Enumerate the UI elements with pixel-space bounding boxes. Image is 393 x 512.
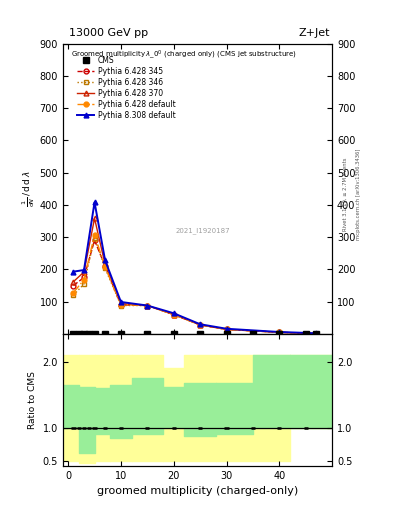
Pythia 8.308 default <box>314 330 319 336</box>
Y-axis label: $\frac{1}{\mathrm{d}N}\,/\,\mathrm{d}\,\mathrm{d}\,\lambda$: $\frac{1}{\mathrm{d}N}\,/\,\mathrm{d}\,\… <box>20 170 37 207</box>
Pythia 6.428 default <box>119 302 123 308</box>
Pythia 6.428 345 <box>82 274 86 281</box>
Pythia 6.428 346 <box>82 281 86 287</box>
Pythia 8.308 default <box>71 269 76 275</box>
Pythia 6.428 345 <box>224 326 229 332</box>
Pythia 6.428 default <box>277 329 282 335</box>
Line: Pythia 6.428 default: Pythia 6.428 default <box>71 232 319 336</box>
CMS <box>92 331 97 337</box>
Pythia 6.428 370 <box>119 301 123 307</box>
Pythia 6.428 370 <box>82 269 86 275</box>
Legend: CMS, Pythia 6.428 345, Pythia 6.428 346, Pythia 6.428 370, Pythia 6.428 default,: CMS, Pythia 6.428 345, Pythia 6.428 346,… <box>77 56 176 120</box>
Pythia 6.428 345 <box>171 311 176 317</box>
Pythia 6.428 default <box>224 326 229 332</box>
Pythia 8.308 default <box>224 326 229 332</box>
Pythia 6.428 370 <box>145 303 150 309</box>
CMS <box>119 331 123 337</box>
Pythia 6.428 346 <box>92 234 97 241</box>
Text: mcplots.cern.ch [arXiv:1306.3436]: mcplots.cern.ch [arXiv:1306.3436] <box>356 149 361 240</box>
Text: Rivet 3.1.10, ≥ 2.7M events: Rivet 3.1.10, ≥ 2.7M events <box>343 158 347 231</box>
Pythia 6.428 370 <box>171 311 176 317</box>
Pythia 6.428 default <box>145 303 150 309</box>
Pythia 6.428 370 <box>224 326 229 332</box>
Pythia 6.428 default <box>198 322 202 328</box>
CMS <box>314 331 319 337</box>
Pythia 6.428 default <box>171 311 176 317</box>
CMS <box>145 331 150 337</box>
Pythia 6.428 default <box>92 231 97 238</box>
Pythia 6.428 345 <box>71 283 76 289</box>
Y-axis label: Ratio to CMS: Ratio to CMS <box>28 371 37 429</box>
Pythia 6.428 370 <box>198 322 202 328</box>
Pythia 6.428 370 <box>277 329 282 335</box>
Pythia 6.428 370 <box>92 216 97 222</box>
Text: Groomed multiplicity$\,\lambda\_0^0$ (charged only) (CMS jet substructure): Groomed multiplicity$\,\lambda\_0^0$ (ch… <box>71 48 297 61</box>
Pythia 6.428 345 <box>103 263 107 269</box>
CMS <box>224 331 229 337</box>
CMS <box>198 331 202 337</box>
Pythia 6.428 370 <box>71 279 76 285</box>
Pythia 6.428 default <box>71 290 76 296</box>
Pythia 6.428 default <box>103 264 107 270</box>
CMS <box>103 331 107 337</box>
Pythia 6.428 345 <box>92 237 97 243</box>
CMS <box>87 331 92 337</box>
Line: CMS: CMS <box>71 331 319 337</box>
Pythia 8.308 default <box>92 199 97 205</box>
CMS <box>71 331 76 337</box>
Pythia 6.428 346 <box>171 311 176 317</box>
Pythia 6.428 346 <box>224 326 229 332</box>
Pythia 6.428 346 <box>71 292 76 298</box>
Line: Pythia 6.428 346: Pythia 6.428 346 <box>71 236 319 336</box>
Line: Pythia 8.308 default: Pythia 8.308 default <box>71 200 319 336</box>
Text: Z+Jet: Z+Jet <box>299 28 330 38</box>
Text: 13000 GeV pp: 13000 GeV pp <box>69 28 148 38</box>
Pythia 8.308 default <box>277 329 282 335</box>
Pythia 6.428 346 <box>103 265 107 271</box>
Pythia 8.308 default <box>82 267 86 273</box>
Line: Pythia 6.428 345: Pythia 6.428 345 <box>71 238 319 336</box>
Pythia 8.308 default <box>171 310 176 316</box>
Pythia 6.428 345 <box>314 331 319 337</box>
Pythia 6.428 346 <box>314 331 319 337</box>
CMS <box>171 331 176 337</box>
Pythia 6.428 370 <box>103 262 107 268</box>
Pythia 6.428 345 <box>145 303 150 309</box>
CMS <box>251 331 255 337</box>
X-axis label: groomed multiplicity (charged-only): groomed multiplicity (charged-only) <box>97 486 298 496</box>
Pythia 6.428 370 <box>314 331 319 337</box>
Pythia 6.428 346 <box>277 329 282 335</box>
Pythia 6.428 default <box>314 331 319 337</box>
CMS <box>303 331 308 337</box>
Line: Pythia 6.428 370: Pythia 6.428 370 <box>71 216 319 336</box>
CMS <box>76 331 81 337</box>
Pythia 6.428 346 <box>119 303 123 309</box>
Pythia 6.428 345 <box>119 302 123 308</box>
Pythia 8.308 default <box>119 299 123 305</box>
Pythia 6.428 345 <box>277 329 282 335</box>
Text: 2021_I1920187: 2021_I1920187 <box>176 227 230 234</box>
Pythia 6.428 345 <box>198 322 202 328</box>
Pythia 8.308 default <box>198 321 202 327</box>
Pythia 6.428 default <box>82 276 86 283</box>
CMS <box>82 331 86 337</box>
Pythia 6.428 346 <box>198 322 202 328</box>
CMS <box>277 331 282 337</box>
Pythia 8.308 default <box>103 257 107 263</box>
Pythia 8.308 default <box>145 303 150 309</box>
Pythia 6.428 346 <box>145 303 150 309</box>
